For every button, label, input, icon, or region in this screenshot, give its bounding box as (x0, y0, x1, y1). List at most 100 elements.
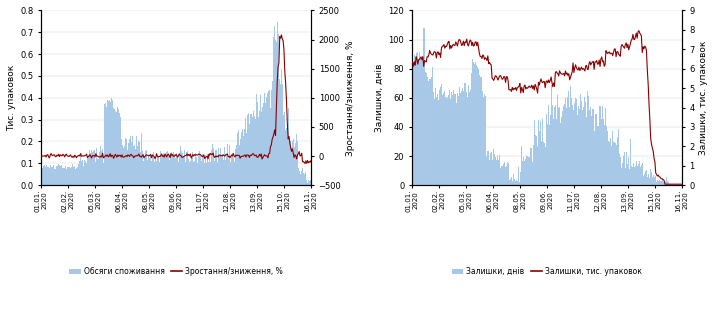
Bar (526, 157, 527, 185)
Bar (123, 148, 124, 185)
Bar (561, 117, 562, 185)
Bar (554, 107, 555, 185)
Bar (489, 160, 490, 185)
Bar (184, 151, 185, 185)
Bar (495, 160, 497, 185)
Bar (159, 160, 160, 185)
Bar (555, 105, 556, 185)
Bar (430, 79, 431, 185)
Bar (476, 65, 478, 185)
Bar (120, 117, 121, 185)
Bar (518, 180, 520, 185)
Bar (574, 103, 575, 185)
Bar (110, 102, 111, 185)
Bar (113, 108, 114, 185)
Bar (263, 103, 264, 185)
Bar (587, 91, 588, 185)
Bar (509, 180, 511, 185)
Bar (531, 148, 532, 185)
Bar (286, 128, 287, 185)
Bar (89, 146, 90, 185)
Bar (458, 96, 459, 185)
Bar (543, 142, 544, 185)
Bar (88, 155, 89, 185)
Bar (255, 119, 256, 185)
Bar (512, 181, 513, 185)
Bar (198, 156, 199, 185)
Bar (56, 166, 57, 185)
Bar (572, 105, 573, 185)
Bar (233, 157, 234, 185)
Bar (460, 93, 461, 185)
Bar (680, 184, 681, 185)
Bar (620, 157, 621, 185)
Bar (645, 171, 646, 185)
Bar (53, 165, 54, 185)
Bar (103, 163, 104, 185)
Bar (475, 63, 476, 185)
Bar (195, 153, 196, 185)
Bar (644, 174, 645, 185)
Bar (128, 143, 129, 185)
Bar (646, 170, 647, 185)
Bar (224, 157, 225, 185)
Bar (667, 181, 668, 185)
Bar (101, 146, 102, 185)
Bar (301, 171, 302, 185)
Bar (662, 178, 663, 185)
Bar (538, 120, 539, 185)
Bar (214, 161, 215, 185)
Bar (109, 100, 110, 185)
Bar (454, 94, 455, 185)
Bar (439, 90, 440, 185)
Bar (616, 145, 617, 185)
Bar (230, 162, 231, 185)
Bar (623, 157, 624, 185)
Bar (631, 167, 633, 185)
Bar (162, 157, 163, 185)
Bar (676, 184, 677, 185)
Bar (199, 151, 200, 185)
Bar (422, 50, 423, 185)
Bar (71, 167, 72, 185)
Bar (455, 94, 456, 185)
Bar (434, 100, 435, 185)
Bar (517, 181, 518, 185)
Bar (244, 129, 245, 185)
Bar (450, 99, 451, 185)
Bar (212, 148, 214, 185)
Bar (653, 175, 654, 185)
Bar (480, 77, 481, 185)
Bar (192, 152, 193, 185)
Bar (107, 100, 108, 185)
Bar (253, 111, 254, 185)
Bar (549, 124, 550, 185)
Bar (266, 97, 267, 185)
Bar (187, 151, 188, 185)
Bar (216, 150, 217, 185)
Bar (70, 168, 71, 185)
Bar (217, 162, 218, 185)
Bar (487, 163, 488, 185)
Bar (634, 167, 635, 185)
Bar (126, 139, 127, 185)
Bar (55, 169, 56, 185)
Bar (539, 131, 540, 185)
Bar (598, 106, 600, 185)
Bar (469, 92, 470, 185)
Bar (144, 157, 145, 185)
Bar (650, 169, 651, 185)
Bar (617, 137, 618, 185)
Bar (462, 88, 463, 185)
Bar (633, 163, 634, 185)
Bar (565, 98, 566, 185)
Bar (530, 145, 531, 185)
Bar (494, 154, 495, 185)
Bar (532, 163, 533, 185)
Bar (114, 109, 115, 185)
Bar (157, 158, 158, 185)
Bar (418, 59, 419, 185)
Bar (457, 93, 458, 185)
Bar (80, 155, 81, 185)
Bar (215, 150, 216, 185)
